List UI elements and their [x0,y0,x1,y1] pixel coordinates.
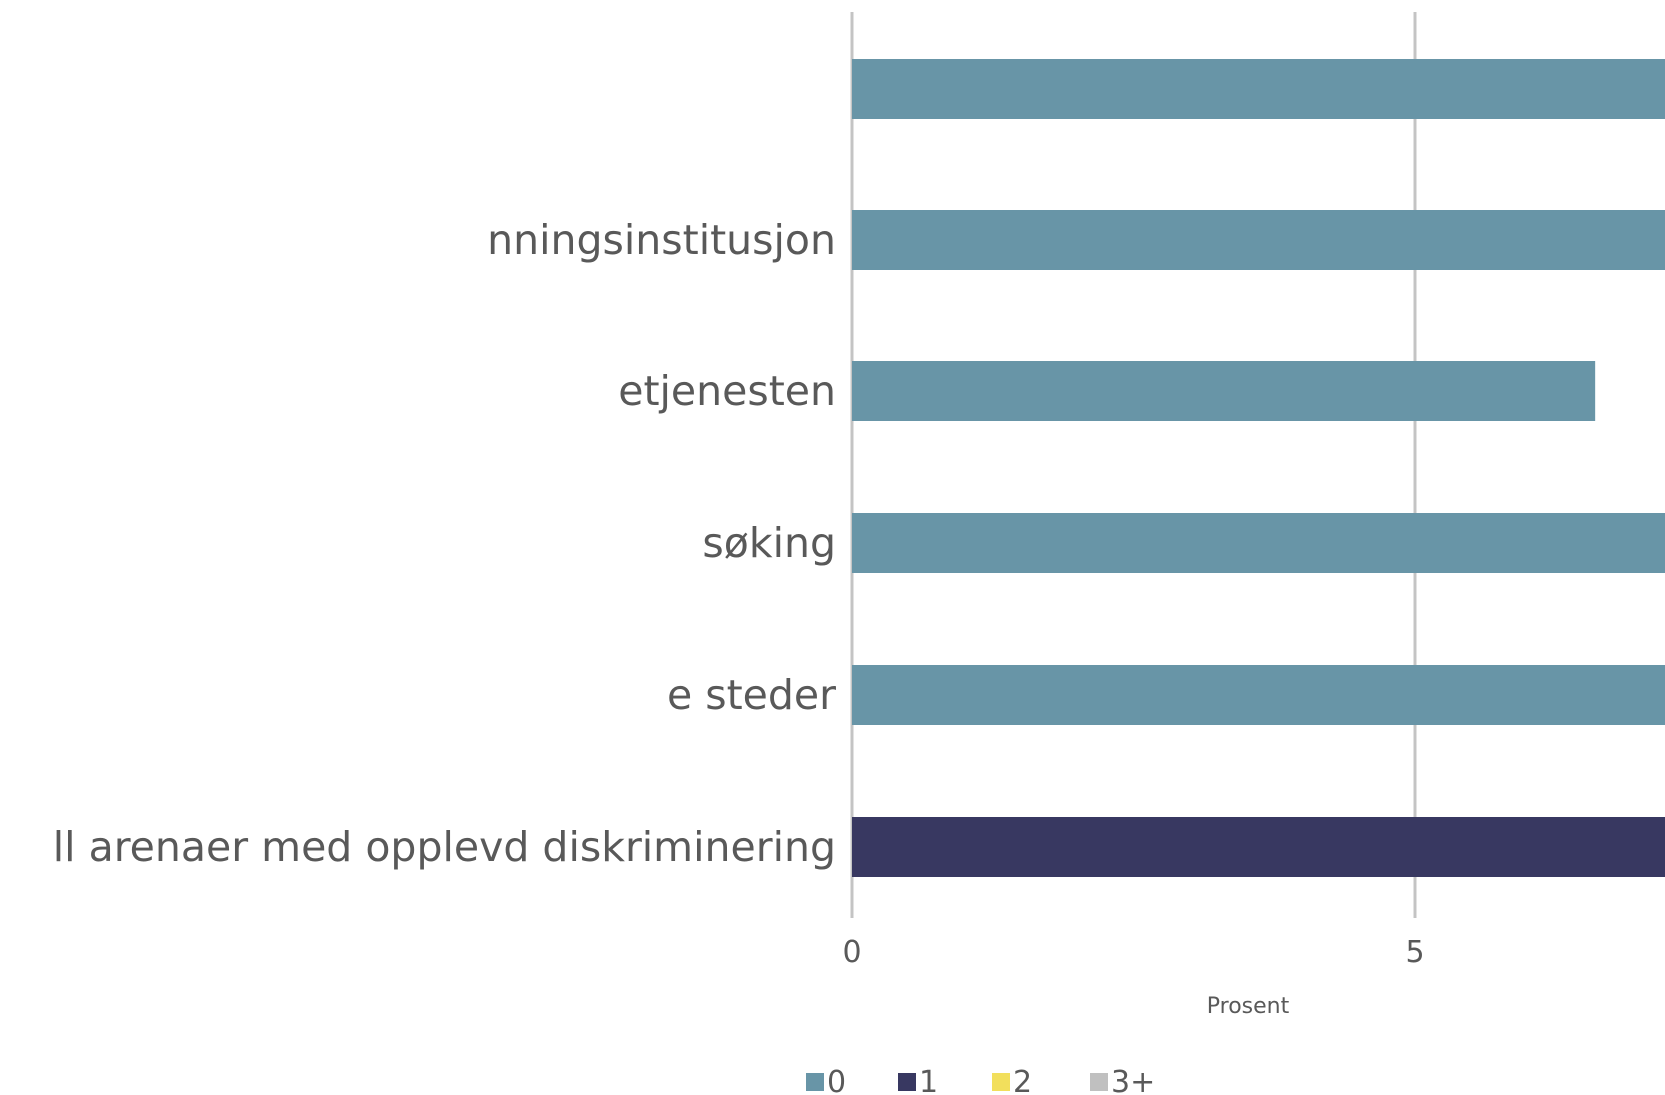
bar-series-0-0 [852,59,1665,119]
x-tick-label: 5 [1405,935,1424,970]
legend-label: 2 [1013,1065,1032,1095]
category-label: e steder [667,671,836,719]
legend-swatch [1090,1073,1108,1091]
category-label: søking [702,519,836,567]
category-label: nningsinstitusjon [487,216,836,264]
category-label: ll arenaer med opplevd diskriminering [53,823,836,871]
legend-label: 3+ [1111,1065,1155,1095]
bar-series-0-4 [852,665,1665,725]
x-tick-labels: 05101520253035 [842,935,1424,970]
legend-swatch [898,1073,916,1091]
x-axis-title: Prosent [1207,994,1290,1019]
bars [852,59,1665,877]
bar-series-0-3 [852,513,1665,573]
bar-series-1-5 [852,817,1665,877]
bar-series-0-1 [852,210,1665,270]
legend-swatch [806,1073,824,1091]
category-labels: nningsinstitusjon etjenesten søking e stede… [53,216,836,871]
category-label: etjenesten [618,367,836,415]
legend-swatch [992,1073,1010,1091]
legend-label: 0 [827,1065,846,1095]
bar-series-0-2 [852,361,1596,421]
x-tick-label: 0 [842,935,861,970]
legend: 0 1 2 3+ [806,1065,1155,1095]
legend-label: 1 [919,1065,938,1095]
gridlines [850,12,1417,918]
